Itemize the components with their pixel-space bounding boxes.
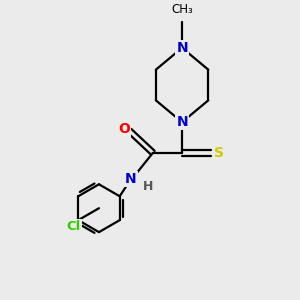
- Text: H: H: [143, 180, 154, 193]
- Text: Cl: Cl: [67, 220, 81, 233]
- Text: S: S: [214, 146, 224, 160]
- Text: N: N: [125, 172, 137, 186]
- Text: N: N: [176, 115, 188, 129]
- Text: CH₃: CH₃: [171, 3, 193, 16]
- Text: O: O: [118, 122, 130, 136]
- Text: N: N: [176, 41, 188, 55]
